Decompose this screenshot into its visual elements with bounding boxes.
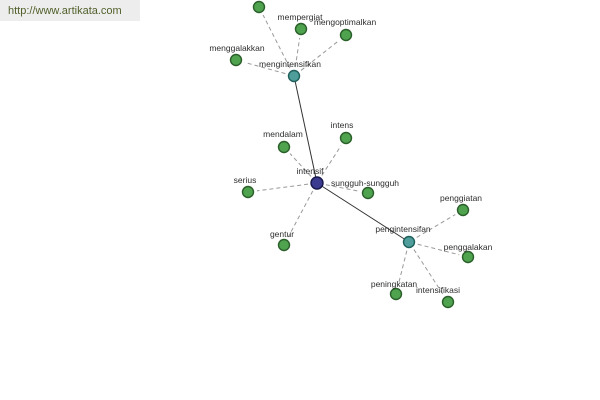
edge-intensif-mengintensifkan	[293, 75, 318, 184]
edge-intensif-mendalam	[289, 153, 312, 177]
edge-mengintensifkan-node-top	[262, 14, 291, 69]
node-label-gentur[interactable]: gentur	[269, 229, 295, 239]
edge-mengintensifkan-menggalakkan	[244, 61, 286, 75]
node-label-menggalakkan[interactable]: menggalakkan	[209, 43, 265, 53]
url-watermark: http://www.artikata.com	[0, 0, 140, 21]
node-intensif[interactable]	[310, 176, 324, 190]
node-peningkatan[interactable]	[389, 287, 403, 301]
edge-pengintensifan-peningkatan	[397, 250, 408, 286]
node-gentur[interactable]	[277, 238, 291, 252]
edge-intensif-gentur	[287, 190, 314, 238]
edge-intensif-pengintensifan	[316, 182, 410, 243]
node-label-penggalakan[interactable]: penggalakan	[443, 242, 493, 252]
node-mempergiat[interactable]	[294, 22, 308, 36]
edge-pengintensifan-intensifikasi	[413, 249, 444, 295]
node-sungguh-sungguh[interactable]	[361, 186, 375, 200]
node-label-serius[interactable]: serius	[233, 175, 257, 185]
node-label-intens[interactable]: intens	[330, 120, 354, 130]
edge-pengintensifan-penggiatan	[416, 214, 456, 238]
edge-intensif-intens	[321, 145, 342, 176]
node-label-peningkatan[interactable]: peningkatan	[370, 279, 418, 289]
edge-intensif-serius	[256, 183, 309, 192]
edge-pengintensifan-penggalakan	[417, 243, 460, 256]
node-mengoptimalkan[interactable]	[339, 28, 353, 42]
node-label-pengintensifan[interactable]: pengintensifan	[375, 224, 431, 234]
node-mendalam[interactable]	[277, 140, 291, 154]
node-label-mengoptimalkan[interactable]: mengoptimalkan	[313, 17, 377, 27]
node-penggalakan[interactable]	[461, 250, 475, 264]
edge-mengintensifkan-mengoptimalkan	[300, 40, 340, 71]
node-intens[interactable]	[339, 131, 353, 145]
node-menggalakkan[interactable]	[229, 53, 243, 67]
node-label-mempergiat[interactable]: mempergiat	[277, 12, 323, 22]
node-mengintensifkan[interactable]	[287, 69, 301, 83]
node-label-mendalam[interactable]: mendalam	[263, 129, 303, 139]
node-pengintensifan[interactable]	[402, 235, 416, 249]
node-intensifikasi[interactable]	[441, 295, 455, 309]
edge-intensif-sungguh-sungguh	[325, 184, 360, 192]
node-node-top[interactable]	[252, 0, 266, 14]
node-label-sungguh-sungguh[interactable]: sungguh-sungguh	[330, 178, 400, 188]
node-label-intensif[interactable]: intensif	[296, 166, 324, 176]
edge-mengintensifkan-mempergiat	[294, 37, 301, 68]
url-text: http://www.artikata.com	[8, 4, 122, 17]
node-label-intensifikasi[interactable]: intensifikasi	[416, 285, 460, 295]
node-label-mengintensifkan[interactable]: mengintensifkan	[259, 59, 321, 69]
node-label-penggiatan[interactable]: penggiatan	[439, 193, 483, 203]
node-serius[interactable]	[241, 185, 255, 199]
node-penggiatan[interactable]	[456, 203, 470, 217]
